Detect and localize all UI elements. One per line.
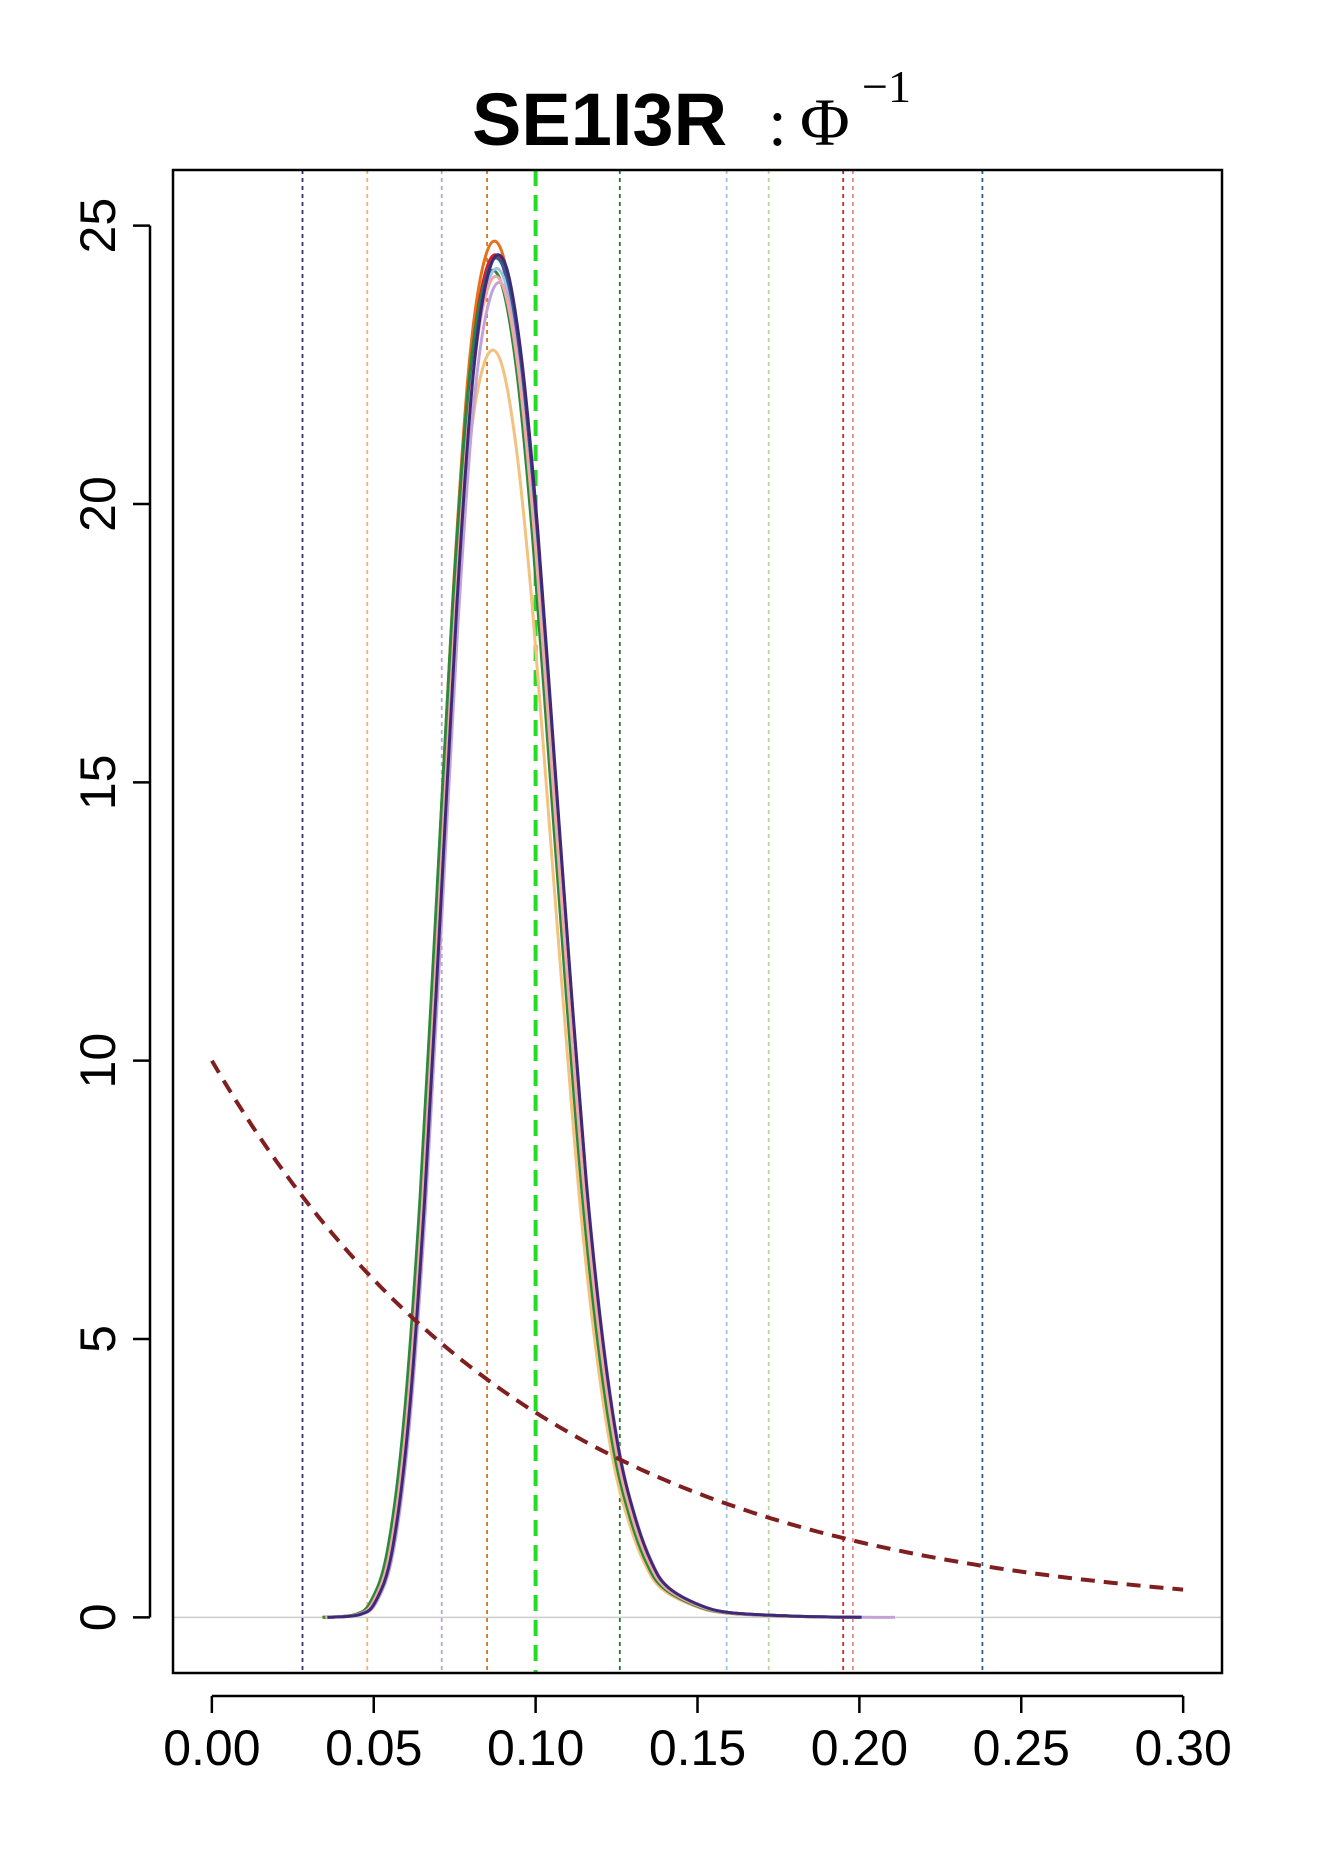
x-tick-label-2: 0.10 [487,1720,584,1776]
density-series-5 [322,268,793,1619]
chart-title: SE1I3R : Φ −1 [472,61,911,161]
density-series-10 [327,253,862,1619]
y-tick-label-0: 0 [70,1603,126,1631]
chart-title-main: SE1I3R [472,78,727,161]
x-tick-label-0: 0.00 [163,1720,260,1776]
chart-title-symbol: Φ [800,84,850,160]
x-tick-label-3: 0.15 [649,1720,746,1776]
x-tick-label-5: 0.25 [973,1720,1070,1776]
y-tick-label-1: 5 [70,1325,126,1353]
y-tick-label-3: 15 [70,755,126,811]
plot-area [173,170,1222,1673]
chart-title-separator: : [768,84,787,160]
chart-title-superscript: −1 [862,61,911,112]
plot-content [173,170,1222,1673]
x-tick-label-1: 0.05 [325,1720,422,1776]
plot-frame [171,168,1224,1675]
density-series-6 [325,267,796,1619]
prior-curve [210,1059,1184,1592]
y-tick-label-2: 10 [70,1033,126,1089]
axes: 0.00 0.05 0.10 0.15 0.20 0.25 0.30 0 5 10 15 20 25 [70,198,1232,1776]
x-tick-label-6: 0.30 [1134,1720,1231,1776]
y-tick-label-4: 20 [70,476,126,532]
y-tick-label-5: 25 [70,198,126,254]
density-series-9 [325,274,860,1619]
x-tick-label-4: 0.20 [811,1720,908,1776]
